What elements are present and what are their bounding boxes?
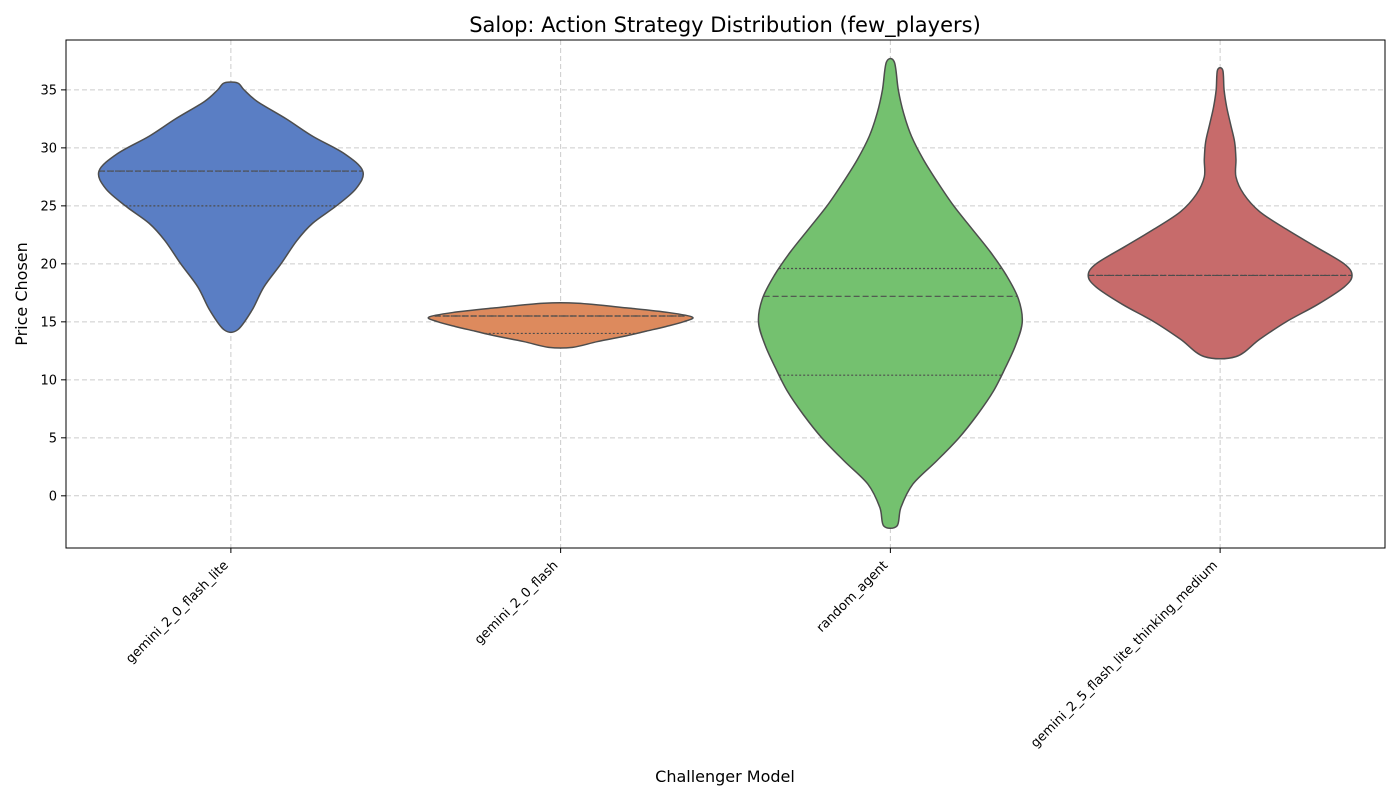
y-tick-label: 30 (40, 141, 57, 156)
plot-frame (65, 39, 1386, 549)
y-tick-label: 25 (40, 199, 57, 214)
y-tick-label: 10 (40, 373, 57, 388)
violin-body (757, 57, 1024, 530)
violin-body (1087, 66, 1353, 360)
y-tick-label: 0 (49, 489, 57, 504)
violin-gemini_2_5_flash_lite_thinking_medium (1087, 66, 1353, 360)
violin-random_agent (757, 57, 1024, 530)
violin-layer (97, 57, 1353, 530)
violin-body (97, 81, 364, 334)
y-tick-label: 15 (40, 315, 57, 330)
violin-gemini_2_0_flash_lite (97, 81, 364, 334)
x-axis-label: Challenger Model (655, 767, 795, 786)
violin-body (427, 301, 694, 349)
x-tick-label: gemini_2_0_flash_lite (123, 558, 231, 666)
y-tick-label: 5 (49, 431, 57, 446)
chart-title: Salop: Action Strategy Distribution (few… (469, 13, 981, 38)
y-tick-label: 35 (40, 83, 57, 98)
x-tick-label: gemini_2_5_flash_lite_thinking_medium (1028, 558, 1221, 751)
y-axis-label: Price Chosen (12, 242, 31, 346)
x-tick-label: random_agent (814, 558, 891, 635)
violin-gemini_2_0_flash (427, 301, 694, 349)
x-tick-label: gemini_2_0_flash (472, 558, 562, 648)
y-tick-label: 20 (40, 257, 57, 272)
